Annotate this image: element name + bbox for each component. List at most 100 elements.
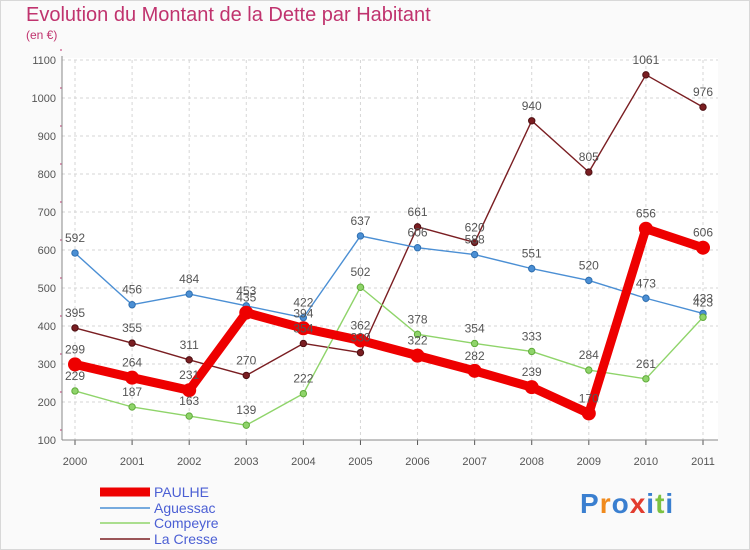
data-label-paulhe: 231 bbox=[179, 368, 199, 382]
data-point-paulhe bbox=[182, 383, 197, 398]
data-label-la-cresse: 1061 bbox=[633, 53, 660, 67]
data-point-aguessac bbox=[585, 276, 593, 285]
data-label-aguessac: 433 bbox=[693, 291, 713, 305]
data-point-compeyre bbox=[185, 412, 193, 420]
data-point-paulhe bbox=[696, 240, 710, 255]
data-point-aguessac bbox=[299, 313, 308, 322]
data-point-paulhe bbox=[296, 321, 311, 336]
logo-letter: P bbox=[580, 488, 600, 519]
logo-letter: t bbox=[655, 488, 666, 519]
data-point-la-cresse bbox=[585, 168, 593, 176]
x-tick-label: 2004 bbox=[291, 456, 315, 468]
chart-title: Evolution du Montant de la Dette par Hab… bbox=[26, 4, 431, 26]
legend-label-compeyre: Compeyre bbox=[154, 515, 219, 531]
y-tick-label: 300 bbox=[38, 359, 56, 371]
data-label-paulhe: 282 bbox=[465, 349, 485, 363]
series-line-paulhe bbox=[70, 224, 708, 418]
data-label-compeyre: 284 bbox=[579, 348, 599, 362]
data-point-paulhe bbox=[353, 333, 368, 348]
series-line-la-cresse bbox=[74, 74, 704, 377]
x-tick-label: 2001 bbox=[120, 456, 144, 468]
data-label-compeyre: 354 bbox=[465, 321, 485, 335]
axis-layer: 100 200 300 400 500 600 700 800 900 1000 1100 2000 2… bbox=[32, 49, 718, 468]
data-label-compeyre: 139 bbox=[236, 403, 256, 417]
data-label-paulhe: 656 bbox=[636, 207, 656, 221]
data-point-la-cresse bbox=[356, 348, 365, 357]
data-label-la-cresse: 395 bbox=[65, 306, 85, 320]
data-point-paulhe bbox=[581, 406, 596, 421]
proxiti-logo: Proxiti bbox=[580, 488, 674, 520]
data-label-paulhe: 435 bbox=[236, 291, 256, 305]
data-label-compeyre: 163 bbox=[179, 394, 199, 408]
data-point-compeyre bbox=[585, 366, 593, 374]
x-tick-label: 2007 bbox=[462, 456, 486, 468]
x-tick-label: 2009 bbox=[577, 456, 601, 468]
x-tick-label: 2005 bbox=[348, 456, 372, 468]
data-point-aguessac bbox=[413, 244, 422, 252]
data-point-aguessac bbox=[356, 232, 365, 240]
legend-label-aguessac: Aguessac bbox=[154, 500, 215, 516]
data-label-la-cresse: 311 bbox=[180, 338, 199, 352]
data-point-aguessac bbox=[470, 250, 479, 259]
data-label-la-cresse: 661 bbox=[408, 205, 428, 219]
data-label-compeyre: 229 bbox=[65, 369, 85, 383]
data-label-paulhe: 239 bbox=[522, 365, 542, 379]
data-point-la-cresse bbox=[71, 324, 79, 332]
data-point-la-cresse bbox=[528, 117, 536, 125]
x-tick-label: 2008 bbox=[519, 456, 543, 468]
data-point-la-cresse bbox=[470, 238, 479, 247]
data-point-paulhe bbox=[125, 370, 140, 385]
data-point-paulhe bbox=[638, 221, 653, 236]
data-label-compeyre: 333 bbox=[522, 329, 542, 343]
y-tick-label: 200 bbox=[38, 397, 56, 409]
y-tick-label: 1100 bbox=[32, 55, 56, 67]
data-point-paulhe bbox=[68, 357, 82, 372]
data-point-paulhe bbox=[467, 363, 482, 378]
data-label-aguessac: 637 bbox=[350, 214, 370, 228]
logo-letter: o bbox=[611, 488, 630, 519]
y-tick-label: 600 bbox=[38, 245, 56, 257]
data-label-compeyre: 502 bbox=[350, 265, 370, 279]
data-point-compeyre bbox=[71, 387, 79, 395]
data-point-aguessac bbox=[71, 249, 79, 257]
x-tick-label: 2011 bbox=[691, 456, 715, 468]
data-point-aguessac bbox=[185, 290, 193, 298]
data-label-la-cresse: 620 bbox=[465, 220, 485, 234]
chart-subtitle: (en €) bbox=[26, 28, 58, 42]
x-tick-label: 2002 bbox=[177, 456, 201, 468]
logo-letter: i bbox=[665, 488, 675, 519]
y-tick-label: 500 bbox=[38, 283, 56, 295]
legend-label-paulhe: PAULHE bbox=[154, 484, 209, 500]
data-label-paulhe: 362 bbox=[350, 318, 370, 332]
data-label-aguessac: 551 bbox=[522, 247, 542, 261]
legend-label-la-cresse: La Cresse bbox=[154, 531, 218, 547]
data-point-la-cresse bbox=[413, 223, 422, 231]
data-label-compeyre: 222 bbox=[293, 372, 313, 386]
data-label-aguessac: 422 bbox=[293, 296, 313, 310]
data-label-paulhe: 170 bbox=[579, 391, 599, 405]
data-label-compeyre: 261 bbox=[636, 357, 656, 371]
data-label-paulhe: 299 bbox=[65, 342, 85, 356]
data-point-aguessac bbox=[128, 301, 136, 309]
data-point-la-cresse bbox=[642, 71, 650, 79]
data-label-paulhe: 394 bbox=[293, 306, 313, 320]
data-label-la-cresse: 270 bbox=[236, 353, 256, 367]
data-point-la-cresse bbox=[128, 339, 136, 347]
data-label-la-cresse: 355 bbox=[122, 321, 142, 335]
x-tick-label: 2003 bbox=[234, 456, 258, 468]
data-point-compeyre bbox=[413, 330, 422, 339]
data-label-la-cresse: 805 bbox=[579, 150, 599, 164]
data-label-aguessac: 592 bbox=[65, 231, 85, 245]
data-point-la-cresse bbox=[299, 339, 308, 348]
data-label-paulhe: 606 bbox=[693, 226, 713, 240]
data-point-paulhe bbox=[239, 305, 254, 320]
data-point-la-cresse bbox=[242, 371, 250, 380]
data-label-aguessac: 456 bbox=[122, 283, 142, 297]
data-label-aguessac: 606 bbox=[408, 226, 428, 240]
data-point-compeyre bbox=[699, 313, 707, 321]
data-label-compeyre: 378 bbox=[408, 312, 428, 326]
data-point-compeyre bbox=[470, 339, 479, 348]
data-label-aguessac: 453 bbox=[236, 284, 256, 298]
